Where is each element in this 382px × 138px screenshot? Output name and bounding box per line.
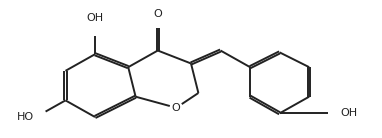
Text: O: O (172, 103, 181, 113)
Text: O: O (154, 9, 162, 19)
Text: OH: OH (340, 108, 358, 118)
Text: HO: HO (17, 112, 34, 122)
Text: OH: OH (86, 13, 104, 23)
